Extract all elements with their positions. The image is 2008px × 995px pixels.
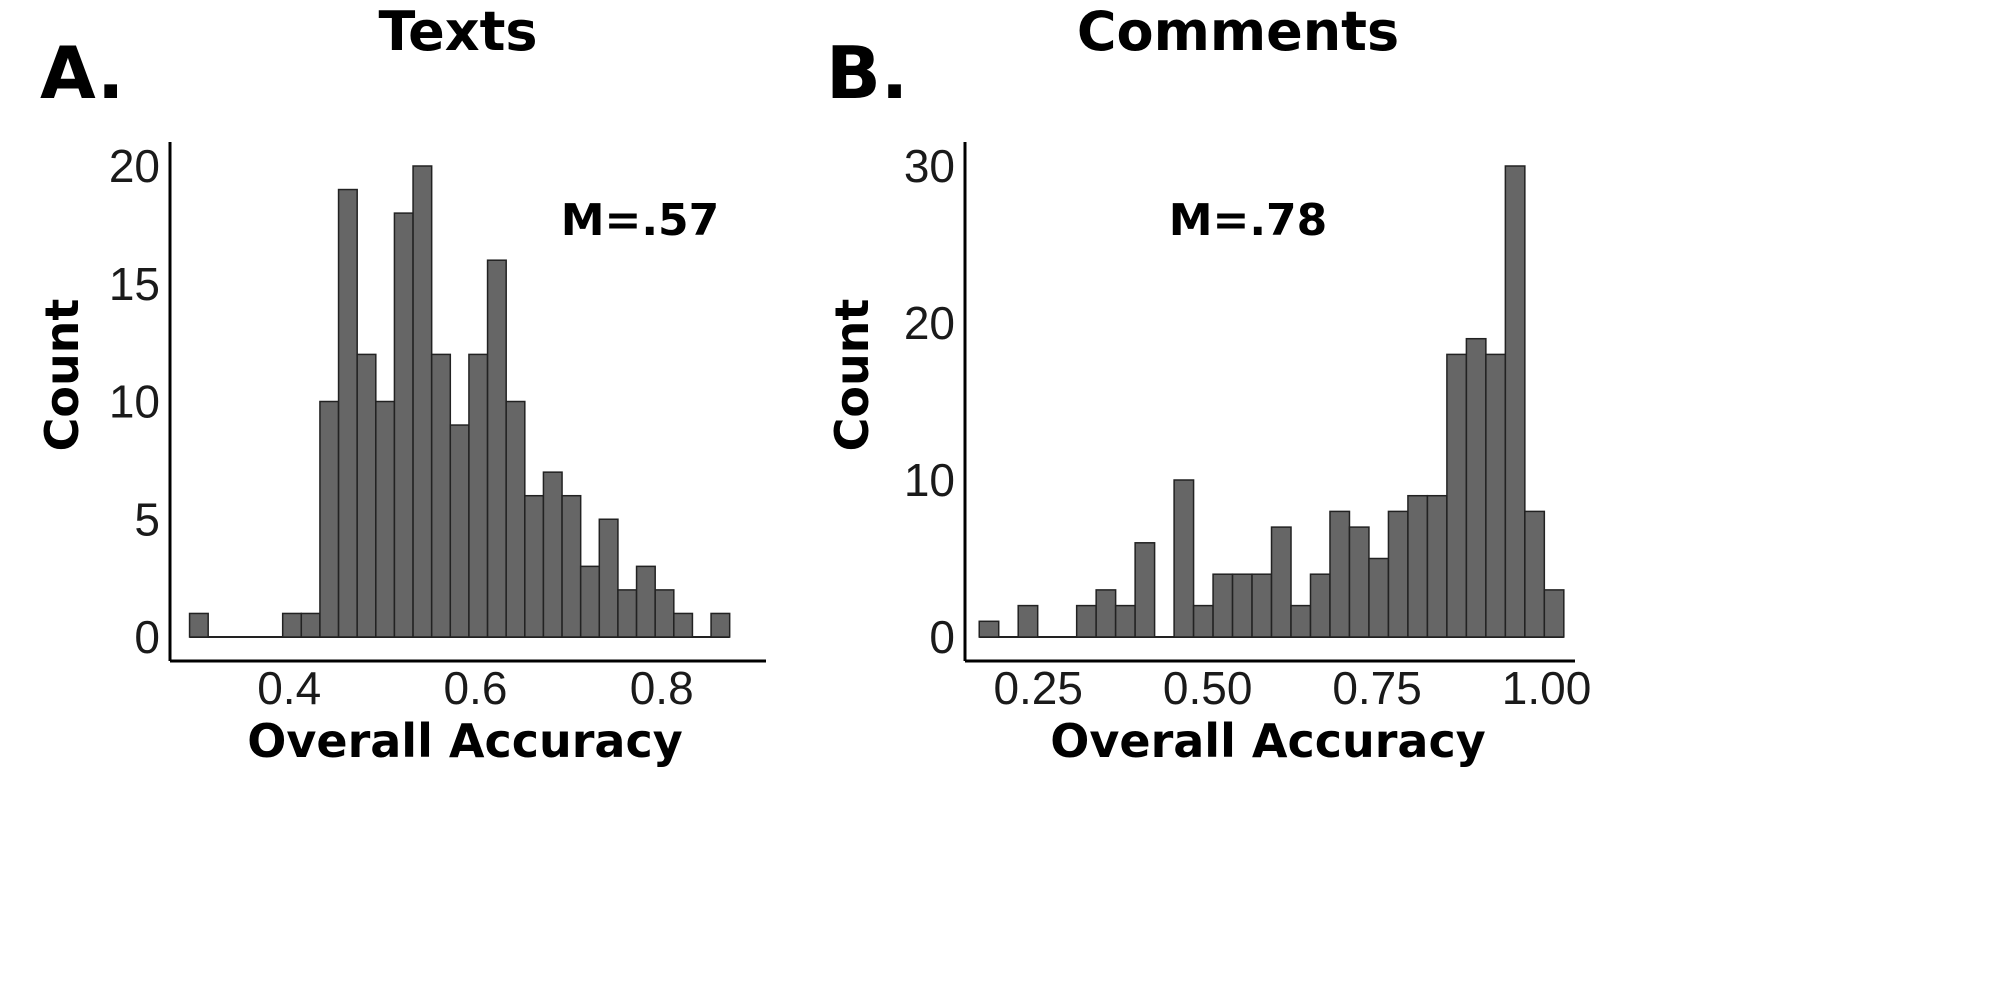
histogram-bar xyxy=(1524,510,1546,638)
histogram-bar xyxy=(188,612,209,638)
x-tick-label: 1.00 xyxy=(1502,662,1592,714)
histogram-bar xyxy=(1251,573,1273,638)
x-tick-label: 0.75 xyxy=(1332,662,1422,714)
histogram-bar xyxy=(598,518,619,638)
panel-comments: B. Comments M=.78 0 10 20 30 0.25 0.50 0.75 1.… xyxy=(825,0,2008,995)
histogram-bar xyxy=(1348,526,1370,638)
histogram-bar xyxy=(1465,337,1487,638)
histogram-bar xyxy=(1290,604,1312,638)
y-tick-label: 10 xyxy=(904,454,955,506)
y-tick-label: 5 xyxy=(134,493,160,545)
panel-letter: A. xyxy=(40,31,124,115)
y-ticks: 0 5 10 15 20 xyxy=(109,140,160,663)
histogram-texts: A. Texts M=.57 0 5 10 15 20 0.4 0.6 0.8 Overal… xyxy=(35,0,766,768)
histogram-bar xyxy=(1017,604,1039,638)
y-tick-label: 10 xyxy=(109,376,160,428)
histogram-bar xyxy=(1485,353,1507,638)
y-ticks: 0 10 20 30 xyxy=(904,140,955,663)
y-axis-label: Count xyxy=(35,299,89,452)
y-tick-label: 0 xyxy=(134,611,160,663)
panel-texts: A. Texts M=.57 0 5 10 15 20 0.4 0.6 0.8 Overal… xyxy=(35,0,766,768)
x-ticks: 0.4 0.6 0.8 xyxy=(257,662,693,714)
x-tick-label: 0.50 xyxy=(1163,662,1253,714)
histogram-bar xyxy=(1192,604,1214,638)
x-axis-label: Overall Accuracy xyxy=(1050,714,1485,768)
histogram-bar xyxy=(1134,542,1156,638)
histogram-bar xyxy=(1231,573,1253,638)
histogram-bar xyxy=(673,612,694,638)
histogram-bar xyxy=(1309,573,1331,638)
y-tick-label: 15 xyxy=(109,258,160,310)
x-tick-label: 0.6 xyxy=(443,662,507,714)
histogram-bar xyxy=(1212,573,1234,638)
histogram-bar xyxy=(1543,589,1565,638)
bars xyxy=(188,165,731,638)
chart-title: Comments xyxy=(1077,0,1399,63)
chart-title: Texts xyxy=(378,0,537,63)
histogram-bar xyxy=(978,620,1000,638)
histogram-bar xyxy=(1329,510,1351,638)
histogram-bar xyxy=(1504,165,1526,638)
x-tick-label: 0.25 xyxy=(993,662,1083,714)
histogram-bar xyxy=(710,612,731,638)
histogram-bar xyxy=(1446,353,1468,638)
y-tick-label: 20 xyxy=(904,297,955,349)
histogram-bar xyxy=(1387,510,1409,638)
bars xyxy=(978,165,1565,638)
x-axis-label: Overall Accuracy xyxy=(247,714,682,768)
y-tick-label: 20 xyxy=(109,140,160,192)
histogram-bar xyxy=(1368,557,1390,638)
histogram-bar xyxy=(1173,479,1195,638)
y-axis-label: Count xyxy=(825,299,879,452)
histogram-bar xyxy=(1095,589,1117,638)
y-tick-label: 0 xyxy=(929,611,955,663)
mean-annotation: M=.57 xyxy=(561,195,720,246)
histogram-bar xyxy=(1426,494,1448,638)
x-tick-label: 0.8 xyxy=(630,662,694,714)
x-tick-label: 0.4 xyxy=(257,662,321,714)
histogram-bar xyxy=(1407,494,1429,638)
y-tick-label: 30 xyxy=(904,140,955,192)
x-ticks: 0.25 0.50 0.75 1.00 xyxy=(993,662,1591,714)
histogram-bar xyxy=(1075,604,1097,638)
mean-annotation: M=.78 xyxy=(1169,195,1328,246)
histogram-bar xyxy=(1114,604,1136,638)
histogram-bar xyxy=(1270,526,1292,638)
panel-letter: B. xyxy=(826,31,908,115)
